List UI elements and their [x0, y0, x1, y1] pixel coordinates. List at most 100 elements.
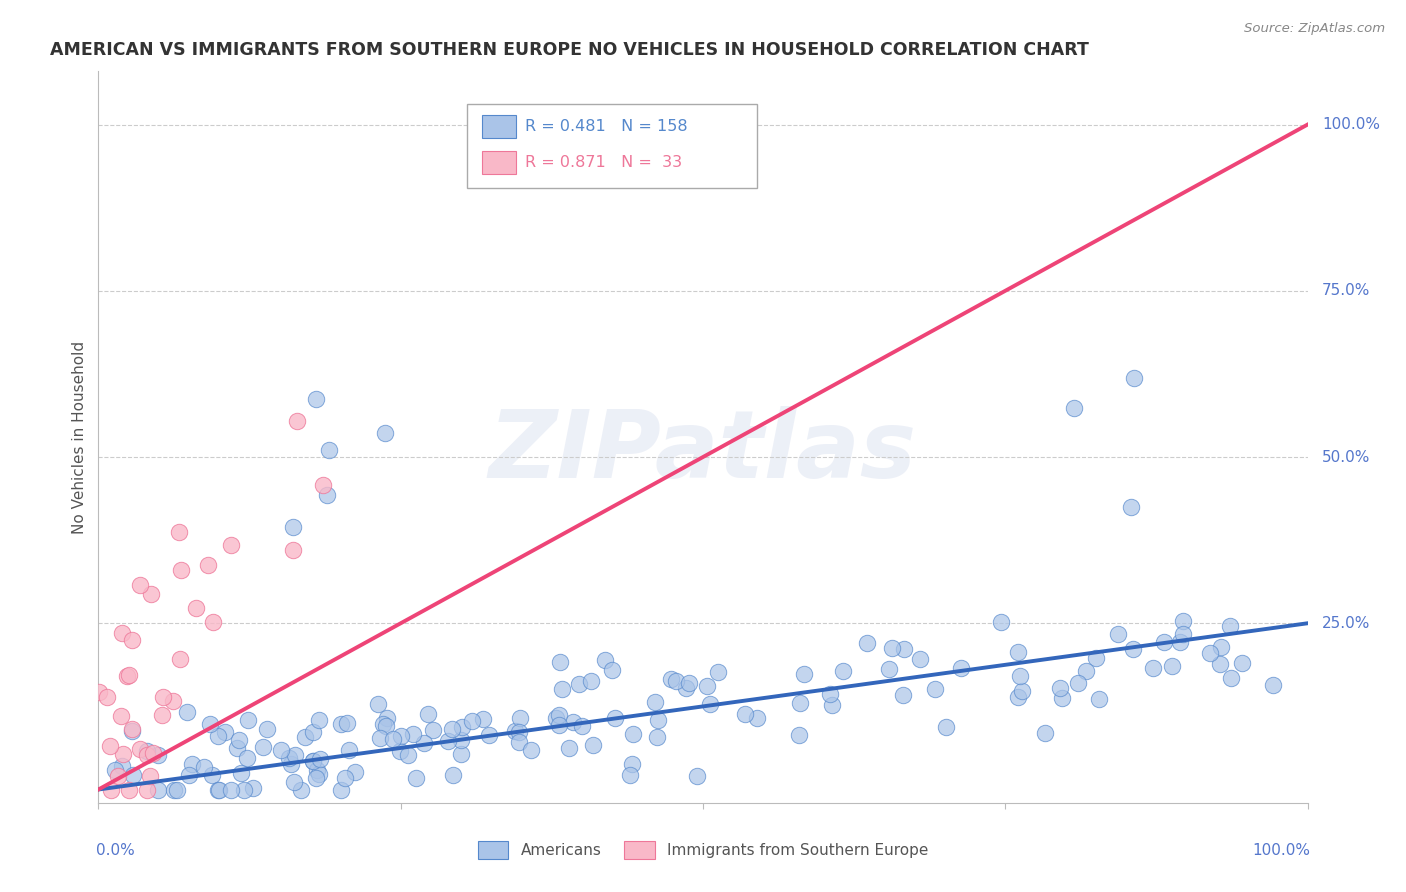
Point: [685, 769, 707, 783]
Point: [368, 731, 391, 746]
Point: [169, 524, 191, 539]
Point: [441, 723, 464, 737]
Point: [1209, 657, 1232, 672]
Point: [381, 732, 404, 747]
Point: [1007, 645, 1029, 659]
Point: [162, 782, 184, 797]
Point: [1198, 646, 1220, 660]
Point: [336, 716, 359, 731]
Text: 25.0%: 25.0%: [1322, 615, 1371, 631]
Point: [139, 769, 162, 783]
Point: [118, 782, 141, 797]
Point: [371, 717, 394, 731]
Point: [745, 711, 768, 725]
Point: [305, 392, 328, 407]
Point: [508, 725, 530, 739]
Point: [1119, 500, 1142, 515]
Point: [305, 764, 328, 778]
Point: [184, 601, 207, 615]
Point: [219, 782, 242, 797]
Point: [100, 782, 122, 797]
Point: [1122, 641, 1144, 656]
FancyBboxPatch shape: [467, 104, 758, 188]
Point: [136, 744, 159, 758]
Point: [207, 782, 229, 797]
Point: [252, 740, 274, 755]
Point: [146, 782, 169, 797]
Point: [1084, 651, 1107, 665]
Point: [1153, 634, 1175, 648]
Text: Source: ZipAtlas.com: Source: ZipAtlas.com: [1244, 22, 1385, 36]
Point: [600, 663, 623, 677]
Point: [256, 723, 278, 737]
Point: [193, 759, 215, 773]
Point: [308, 752, 330, 766]
Point: [180, 757, 202, 772]
Point: [374, 426, 396, 441]
Point: [198, 716, 221, 731]
Point: [169, 652, 191, 666]
Point: [139, 587, 162, 601]
Point: [308, 767, 330, 781]
Point: [520, 743, 543, 757]
Point: [111, 625, 134, 640]
Point: [548, 718, 571, 732]
Point: [1035, 725, 1057, 739]
Text: 50.0%: 50.0%: [1322, 450, 1371, 465]
Point: [294, 730, 316, 744]
Point: [1161, 659, 1184, 673]
Point: [1263, 678, 1285, 692]
Point: [413, 736, 436, 750]
Point: [233, 782, 256, 797]
Point: [551, 681, 574, 696]
Point: [111, 747, 134, 761]
Point: [305, 772, 328, 786]
Point: [949, 661, 972, 675]
Point: [197, 558, 219, 572]
Point: [302, 754, 325, 768]
Point: [142, 747, 165, 761]
Point: [437, 734, 460, 748]
Point: [235, 751, 257, 765]
Point: [644, 695, 666, 709]
Point: [1049, 681, 1071, 695]
Point: [170, 563, 193, 577]
Text: R = 0.481   N = 158: R = 0.481 N = 158: [526, 119, 688, 134]
Point: [166, 782, 188, 797]
Point: [290, 782, 312, 797]
Point: [422, 723, 444, 737]
Point: [228, 732, 250, 747]
Point: [129, 741, 152, 756]
Point: [1050, 691, 1073, 706]
Point: [150, 708, 173, 723]
Point: [893, 642, 915, 657]
Text: R = 0.871   N =  33: R = 0.871 N = 33: [526, 155, 682, 170]
Point: [548, 655, 571, 669]
Point: [402, 727, 425, 741]
Text: 100.0%: 100.0%: [1322, 117, 1381, 132]
Point: [312, 478, 335, 492]
Point: [367, 697, 389, 711]
Point: [1168, 635, 1191, 649]
Point: [283, 774, 305, 789]
Point: [623, 727, 645, 741]
Point: [1219, 619, 1241, 633]
Point: [330, 716, 353, 731]
Point: [281, 519, 304, 533]
Point: [135, 747, 157, 762]
Point: [789, 728, 811, 742]
Point: [162, 694, 184, 708]
Point: [558, 741, 581, 756]
Point: [121, 722, 143, 736]
Point: [111, 759, 134, 773]
Point: [619, 768, 641, 782]
Point: [450, 720, 472, 734]
Point: [280, 757, 302, 772]
Point: [793, 667, 815, 681]
Point: [1087, 691, 1109, 706]
Point: [225, 740, 247, 755]
Point: [935, 720, 957, 734]
Point: [318, 443, 340, 458]
FancyBboxPatch shape: [482, 151, 516, 175]
Point: [461, 714, 484, 728]
